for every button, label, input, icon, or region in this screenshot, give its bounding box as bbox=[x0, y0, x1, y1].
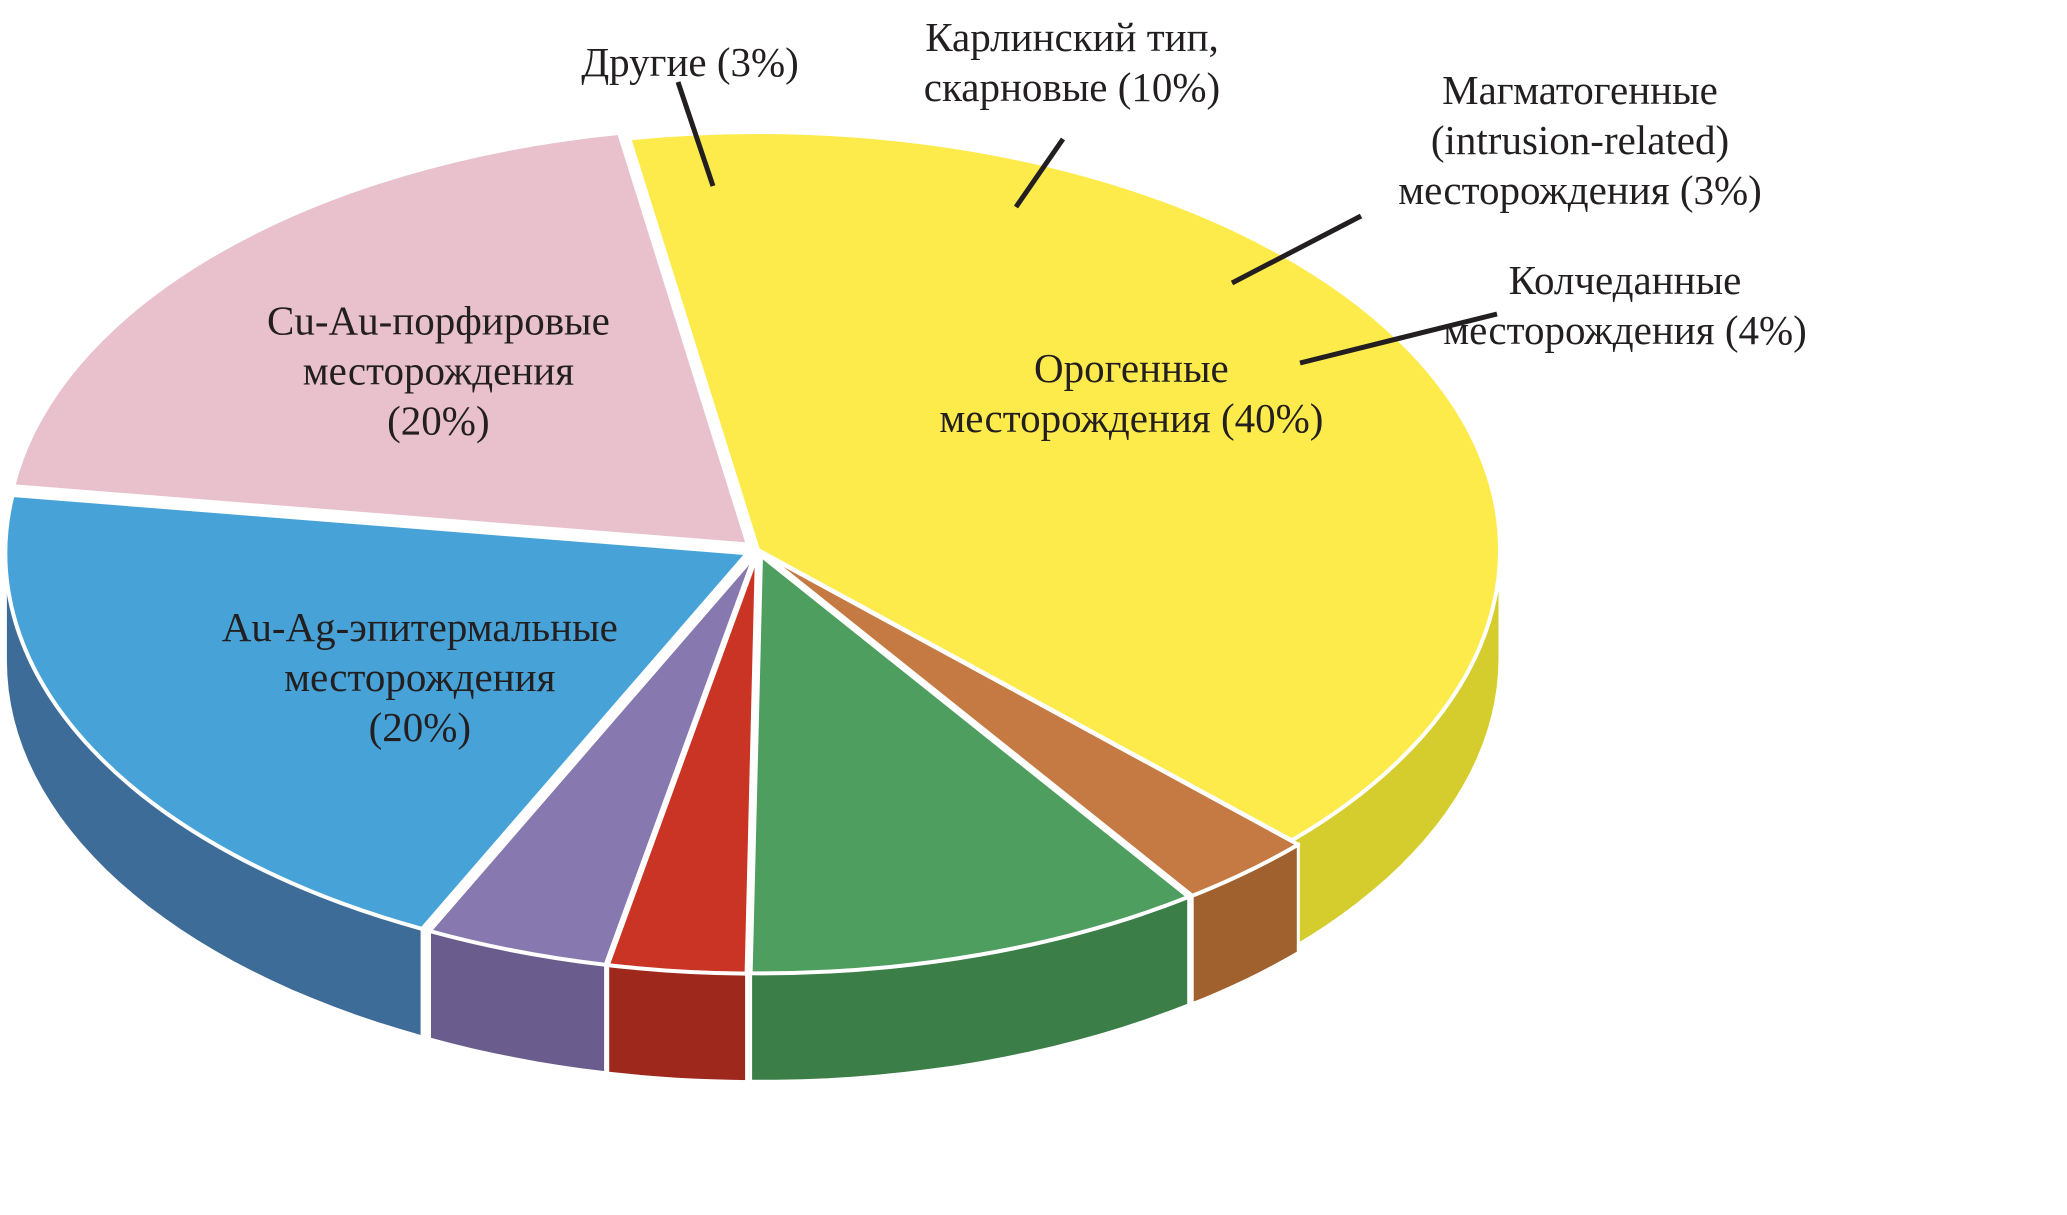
slice-label-line: Cu-Au-порфировые bbox=[267, 297, 610, 343]
leader-line-2 bbox=[675, 81, 716, 187]
slice-label-line: месторождения bbox=[303, 347, 574, 393]
slice-label-line: месторождения (4%) bbox=[1443, 307, 1807, 353]
slice-label-2: Другие (3%) bbox=[581, 39, 799, 85]
slice-label-1: Орогенные месторождения (40%) bbox=[939, 345, 1323, 441]
slice-label-line: (20%) bbox=[369, 704, 471, 750]
slice-top-1 bbox=[627, 130, 1502, 843]
slice-label-line: Другие (3%) bbox=[581, 39, 799, 85]
slice-top-6 bbox=[3, 493, 750, 931]
pie-top-faces bbox=[3, 130, 1502, 976]
slice-label-line: Карлинский тип, bbox=[925, 14, 1219, 60]
slice-label-line: Орогенные bbox=[1034, 345, 1229, 391]
slice-side-4 bbox=[606, 963, 749, 1084]
slice-top-4 bbox=[605, 553, 759, 976]
slice-top-5 bbox=[427, 553, 757, 967]
slice-label-line: скарновые (10%) bbox=[924, 64, 1220, 110]
slice-label-line: месторождения bbox=[284, 654, 555, 700]
slice-label-4: Магматогенные (intrusion-related) месторож… bbox=[1398, 67, 1762, 213]
slice-label-line: месторождения (3%) bbox=[1398, 167, 1762, 213]
slice-label-3: Карлинский тип, скарновые (10%) bbox=[924, 14, 1220, 110]
slice-label-line: Магматогенные bbox=[1442, 67, 1718, 113]
slice-labels: Орогенные месторождения (40%) Другие (3%) К… bbox=[222, 14, 1807, 750]
slice-top-2 bbox=[762, 552, 1301, 898]
slice-top-7 bbox=[11, 130, 750, 547]
slice-label-line: Колчеданные bbox=[1509, 257, 1742, 303]
slice-label-5: Колчеданные месторождения (4%) bbox=[1443, 257, 1807, 353]
leader-line-4 bbox=[1230, 213, 1363, 286]
leader-lines bbox=[675, 81, 1498, 366]
leader-line-3 bbox=[1013, 137, 1066, 209]
leader-line-5 bbox=[1299, 311, 1498, 366]
slice-label-line: месторождения (40%) bbox=[939, 395, 1323, 441]
slice-label-6: Au-Ag-эпитермальные месторождения (20%) bbox=[222, 604, 618, 750]
slice-label-line: (20%) bbox=[387, 397, 489, 443]
slice-top-3 bbox=[748, 553, 1191, 976]
slice-label-7: Cu-Au-порфировые месторождения (20%) bbox=[267, 297, 610, 443]
slice-label-line: (intrusion-related) bbox=[1431, 117, 1729, 163]
slice-label-line: Au-Ag-эпитермальные bbox=[222, 604, 618, 650]
